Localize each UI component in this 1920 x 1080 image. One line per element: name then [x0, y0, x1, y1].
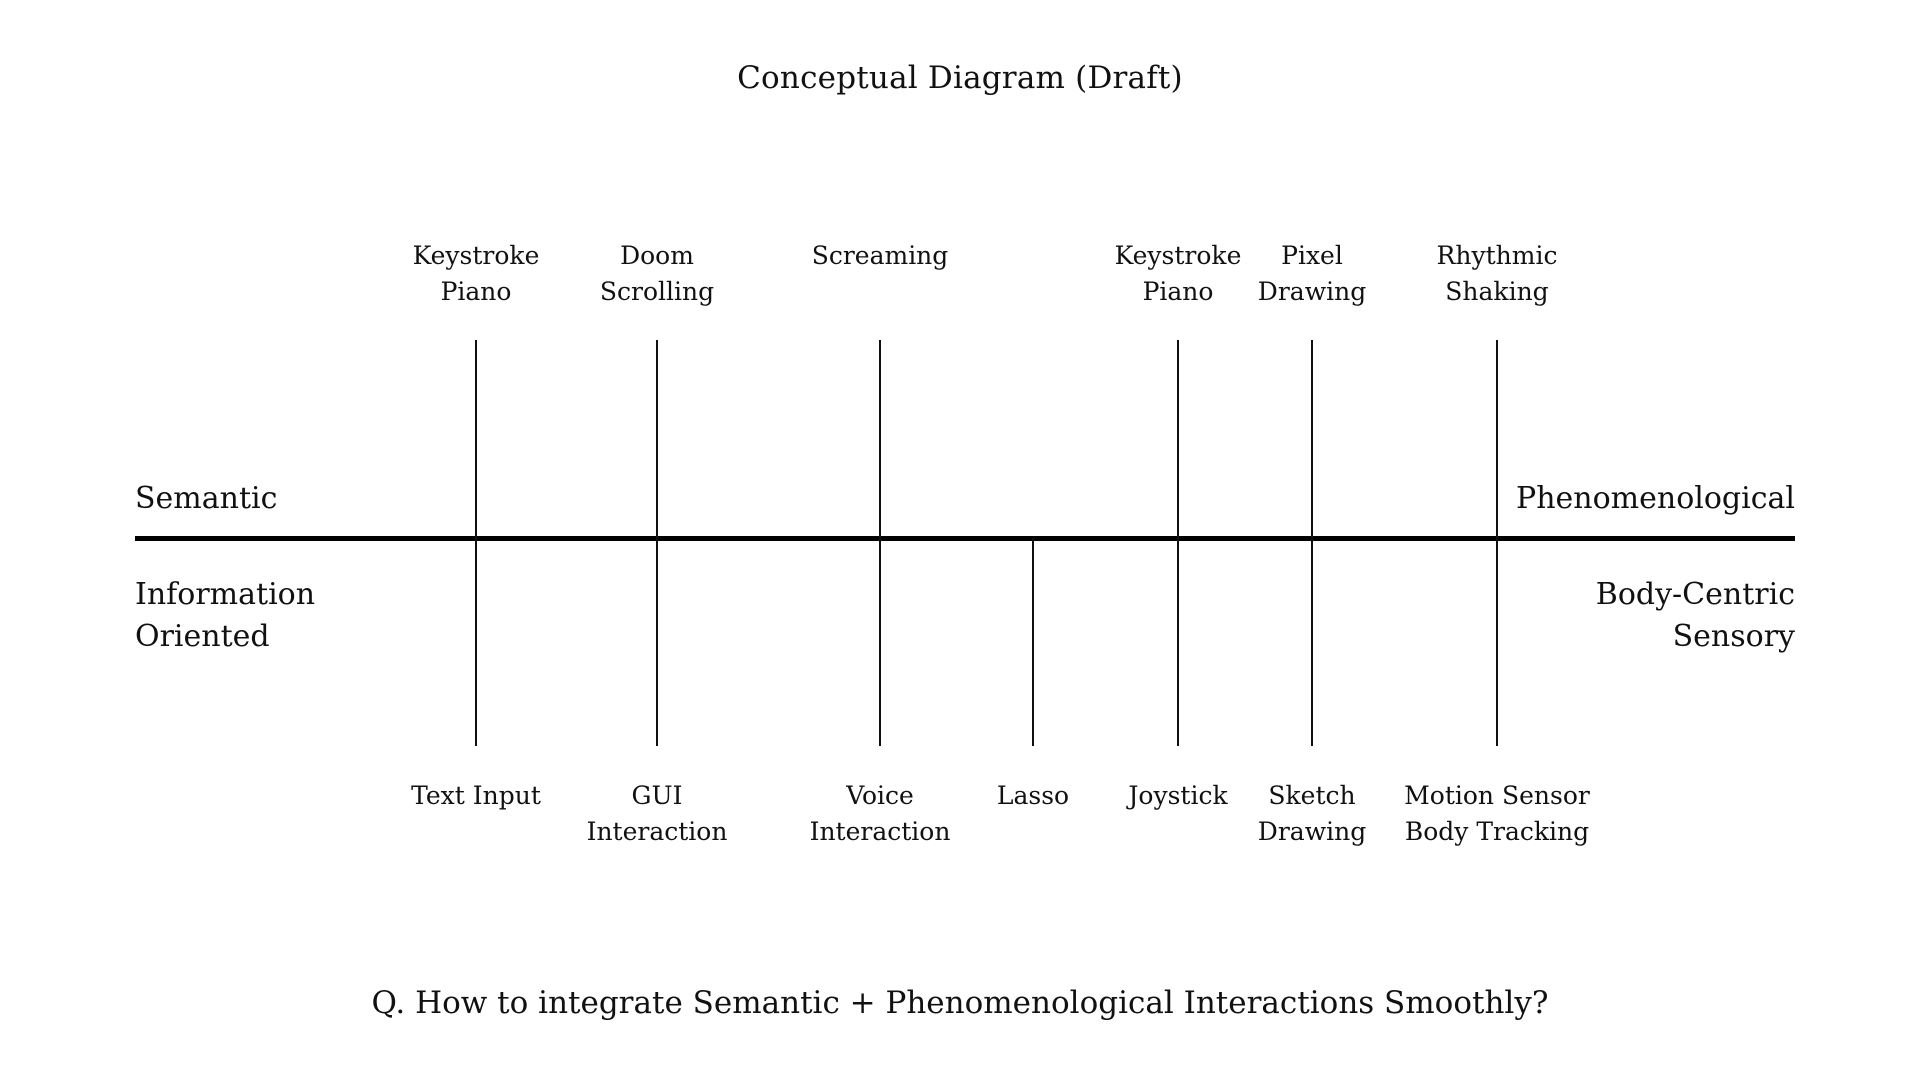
- top-label-line: Piano: [440, 277, 512, 306]
- bottom-label-line: Text Input: [411, 781, 541, 810]
- bottom-tick-gui-interaction: [656, 538, 658, 746]
- top-label-keystroke-piano: Keystroke Piano: [366, 238, 586, 310]
- bottom-label-line: Voice: [846, 781, 914, 810]
- top-tick-doom-scrolling: [656, 340, 658, 538]
- pole-body-centric-line-2: Sensory: [1672, 619, 1795, 654]
- top-label-rhythmic-shaking: Rhythmic Shaking: [1387, 238, 1607, 310]
- top-label-line: Doom: [620, 241, 694, 270]
- bottom-tick-lasso: [1032, 538, 1034, 746]
- top-label-screaming: Screaming: [770, 238, 990, 274]
- bottom-label-line: Interaction: [809, 817, 951, 846]
- bottom-tick-text-input: [475, 538, 477, 746]
- top-label-line: Keystroke: [412, 241, 540, 270]
- bottom-tick-motion-sensor-body-tracking: [1496, 538, 1498, 746]
- top-label-line: Drawing: [1257, 277, 1367, 306]
- top-tick-keystroke-piano: [475, 340, 477, 538]
- bottom-label-line: GUI: [631, 781, 683, 810]
- top-label-pixel-drawing: Pixel Drawing: [1202, 238, 1422, 310]
- bottom-label-line: Body Tracking: [1404, 817, 1590, 846]
- pole-semantic: Semantic: [135, 481, 278, 516]
- pole-phenomenological: Phenomenological: [1516, 481, 1795, 516]
- bottom-label-line: Interaction: [586, 817, 728, 846]
- top-label-line: Piano: [1142, 277, 1214, 306]
- pole-body-centric-sensory: Body-Centric Sensory: [1596, 574, 1795, 658]
- bottom-tick-joystick: [1177, 538, 1179, 746]
- top-label-line: Pixel: [1281, 241, 1343, 270]
- bottom-label-lasso: Lasso: [923, 778, 1143, 814]
- bottom-label-motion-sensor-body-tracking: Motion Sensor Body Tracking: [1387, 778, 1607, 850]
- top-label-line: Screaming: [811, 241, 949, 270]
- top-tick-pixel-drawing: [1311, 340, 1313, 538]
- top-label-line: Keystroke: [1114, 241, 1242, 270]
- pole-body-centric-line-1: Body-Centric: [1595, 577, 1795, 612]
- bottom-label-joystick: Joystick: [1068, 778, 1288, 814]
- bottom-label-line: Drawing: [1257, 817, 1367, 846]
- guiding-question: Q. How to integrate Semantic + Phenomeno…: [371, 985, 1549, 1021]
- pole-information-oriented-line-1: Information: [135, 577, 316, 612]
- bottom-label-text-input: Text Input: [366, 778, 586, 814]
- top-tick-keystroke-piano: [1177, 340, 1179, 538]
- bottom-label-line: Motion Sensor: [1404, 781, 1590, 810]
- top-label-line: Shaking: [1445, 277, 1549, 306]
- top-tick-screaming: [879, 340, 881, 538]
- bottom-label-gui-interaction: GUI Interaction: [547, 778, 767, 850]
- spectrum-axis: [135, 536, 1795, 541]
- bottom-label-sketch-drawing: Sketch Drawing: [1202, 778, 1422, 850]
- bottom-label-line: Lasso: [996, 781, 1070, 810]
- pole-information-oriented-line-2: Oriented: [135, 619, 270, 654]
- bottom-label-voice-interaction: Voice Interaction: [770, 778, 990, 850]
- pole-information-oriented: Information Oriented: [135, 574, 315, 658]
- bottom-label-line: Sketch: [1268, 781, 1356, 810]
- top-tick-rhythmic-shaking: [1496, 340, 1498, 538]
- top-label-keystroke-piano: Keystroke Piano: [1068, 238, 1288, 310]
- top-label-line: Scrolling: [599, 277, 715, 306]
- top-label-line: Rhythmic: [1436, 241, 1558, 270]
- bottom-tick-voice-interaction: [879, 538, 881, 746]
- bottom-label-line: Joystick: [1128, 781, 1228, 810]
- bottom-tick-sketch-drawing: [1311, 538, 1313, 746]
- top-label-doom-scrolling: Doom Scrolling: [547, 238, 767, 310]
- diagram-title: Conceptual Diagram (Draft): [737, 60, 1183, 96]
